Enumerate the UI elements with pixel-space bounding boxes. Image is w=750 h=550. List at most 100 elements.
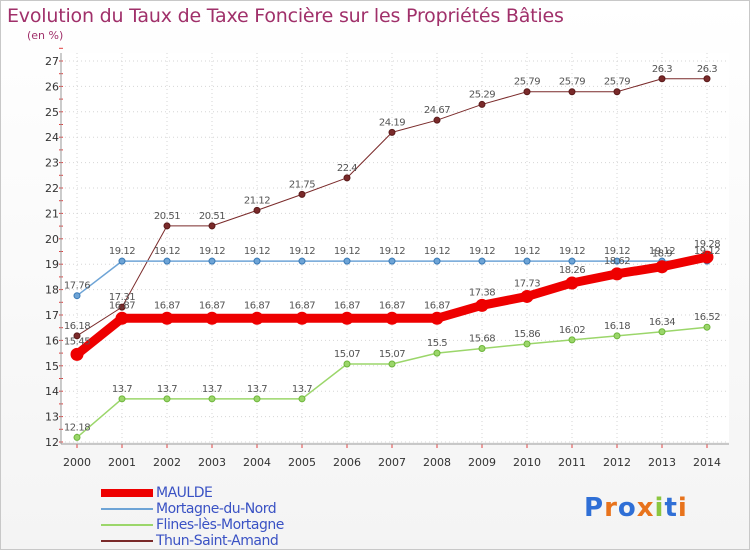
y-tick-label: 26: [45, 80, 59, 93]
x-tick-label: 2014: [693, 456, 721, 469]
data-point-mortagne-du-nord: [613, 257, 621, 265]
data-point-mortagne-du-nord: [208, 257, 216, 265]
data-label-flines-l-s-mortagne: 13.7: [292, 384, 312, 395]
data-point-thun-saint-amand: [253, 206, 261, 214]
line-chart: 12 13 14 15 16 17 18 19 20 21 22 23 24 25 26 27 2000 2001…: [45, 47, 729, 469]
logo-letter: i: [677, 493, 688, 523]
data-label-flines-l-s-mortagne: 15.07: [334, 349, 360, 360]
data-point-mortagne-du-nord: [73, 292, 81, 300]
logo-letter: P: [584, 493, 605, 523]
data-point-flines-l-s-mortagne: [478, 345, 486, 353]
data-point-thun-saint-amand: [118, 303, 126, 311]
data-label-flines-l-s-mortagne: 15.86: [514, 329, 540, 340]
data-label-flines-l-s-mortagne: 16.52: [694, 312, 720, 323]
data-label-flines-l-s-mortagne: 16.34: [649, 317, 675, 328]
x-tick-label: 2000: [63, 456, 91, 469]
data-point-mortagne-du-nord: [388, 257, 396, 265]
data-point-maulde: [565, 276, 579, 290]
legend-item-maulde: MAULDE: [101, 485, 284, 501]
data-point-thun-saint-amand: [658, 75, 666, 83]
data-label-maulde: 18.62: [604, 256, 630, 267]
data-point-flines-l-s-mortagne: [658, 328, 666, 336]
y-tick-label: 18: [45, 284, 59, 297]
data-label-flines-l-s-mortagne: 16.02: [559, 325, 585, 336]
data-label-maulde: 16.87: [379, 300, 405, 311]
axes: 12 13 14 15 16 17 18 19 20 21 22 23 24 25 26 27 2000 2001…: [45, 47, 729, 469]
data-point-thun-saint-amand: [613, 88, 621, 96]
data-label-mortagne-du-nord: 19.12: [289, 246, 315, 257]
data-label-thun-saint-amand: 24.19: [379, 117, 405, 128]
data-label-thun-saint-amand: 25.79: [604, 77, 630, 88]
legend-swatch-mortagne: [101, 508, 153, 510]
chart-subtitle: (en %): [27, 29, 64, 42]
x-tick-label: 2003: [198, 456, 226, 469]
x-tick-label: 2012: [603, 456, 631, 469]
data-label-mortagne-du-nord: 19.12: [424, 246, 450, 257]
x-tick-label: 2009: [468, 456, 496, 469]
logo-letter: x: [636, 493, 655, 523]
data-point-mortagne-du-nord: [478, 257, 486, 265]
y-tick-label: 12: [45, 436, 59, 449]
x-tick-label: 2011: [558, 456, 586, 469]
data-label-mortagne-du-nord: 19.12: [154, 246, 180, 257]
data-label-mortagne-du-nord: 19.12: [199, 246, 225, 257]
data-label-thun-saint-amand: 25.79: [514, 77, 540, 88]
data-point-mortagne-du-nord: [163, 257, 171, 265]
data-point-mortagne-du-nord: [253, 257, 261, 265]
data-point-flines-l-s-mortagne: [253, 395, 261, 403]
data-label-flines-l-s-mortagne: 15.07: [379, 349, 405, 360]
data-point-maulde: [160, 311, 174, 325]
data-label-thun-saint-amand: 16.18: [64, 321, 90, 332]
data-point-flines-l-s-mortagne: [208, 395, 216, 403]
y-tick-label: 15: [45, 360, 59, 373]
data-point-flines-l-s-mortagne: [433, 349, 441, 357]
legend-swatch-thun: [101, 540, 153, 542]
data-label-thun-saint-amand: 20.51: [154, 211, 180, 222]
data-point-maulde: [295, 311, 309, 325]
series-layer: [70, 75, 714, 441]
x-tick-label: 2013: [648, 456, 676, 469]
data-label-flines-l-s-mortagne: 13.7: [112, 384, 132, 395]
data-point-thun-saint-amand: [478, 100, 486, 108]
data-point-maulde: [520, 289, 534, 303]
y-tick-label: 24: [45, 131, 59, 144]
data-point-thun-saint-amand: [388, 128, 396, 136]
legend-label-thun: Thun-Saint-Amand: [156, 533, 279, 549]
data-point-maulde: [475, 298, 489, 312]
data-label-maulde: 17.73: [514, 278, 540, 289]
data-label-maulde: 16.87: [154, 300, 180, 311]
data-label-flines-l-s-mortagne: 15.68: [469, 334, 495, 345]
data-point-mortagne-du-nord: [568, 257, 576, 265]
data-point-thun-saint-amand: [523, 88, 531, 96]
data-point-flines-l-s-mortagne: [343, 360, 351, 368]
data-label-thun-saint-amand: 26.3: [697, 64, 717, 75]
data-point-mortagne-du-nord: [343, 257, 351, 265]
x-tick-label: 2001: [108, 456, 136, 469]
data-label-flines-l-s-mortagne: 16.18: [604, 321, 630, 332]
data-point-thun-saint-amand: [343, 174, 351, 182]
y-tick-label: 13: [45, 411, 59, 424]
data-label-mortagne-du-nord: 17.76: [64, 281, 90, 292]
data-label-maulde: 19.28: [694, 239, 720, 250]
legend-swatch-maulde: [101, 489, 153, 497]
legend: MAULDE Mortagne-du-Nord Flines-lès-Morta…: [101, 485, 284, 549]
data-point-flines-l-s-mortagne: [703, 323, 711, 331]
data-label-maulde: 15.45: [64, 336, 90, 347]
data-point-flines-l-s-mortagne: [523, 340, 531, 348]
data-point-maulde: [70, 347, 84, 361]
data-label-maulde: 16.87: [289, 300, 315, 311]
data-point-maulde: [340, 311, 354, 325]
data-label-thun-saint-amand: 26.3: [652, 64, 672, 75]
data-point-thun-saint-amand: [568, 88, 576, 96]
data-label-flines-l-s-mortagne: 13.7: [157, 384, 177, 395]
y-tick-label: 14: [45, 385, 59, 398]
data-point-mortagne-du-nord: [523, 257, 531, 265]
data-point-maulde: [385, 311, 399, 325]
legend-item-flines: Flines-lès-Mortagne: [101, 517, 284, 533]
data-label-mortagne-du-nord: 19.12: [379, 246, 405, 257]
legend-item-thun: Thun-Saint-Amand: [101, 533, 284, 549]
legend-item-mortagne: Mortagne-du-Nord: [101, 501, 284, 517]
data-label-mortagne-du-nord: 19.12: [649, 246, 675, 257]
data-label-mortagne-du-nord: 19.12: [109, 246, 135, 257]
data-point-thun-saint-amand: [73, 332, 81, 340]
